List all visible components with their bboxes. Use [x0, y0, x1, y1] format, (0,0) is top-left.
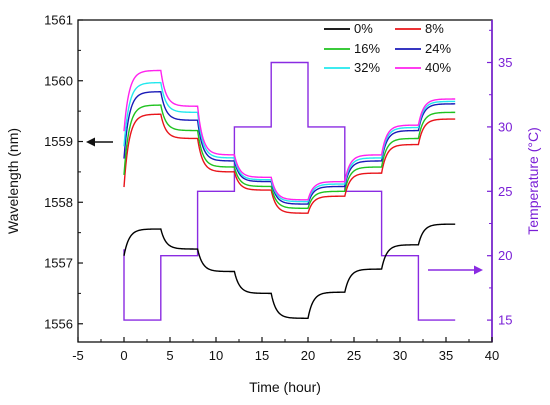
legend-label: 32%: [354, 60, 380, 75]
series-line-16pct: [123, 104, 456, 210]
y2-tick-label: 25: [498, 184, 512, 199]
y2-axis-title: Temperature (°C): [525, 127, 541, 235]
legend-label: 8%: [425, 21, 444, 36]
y-tick-label: 1556: [44, 316, 73, 331]
x-tick-label: 40: [485, 348, 499, 363]
series-line-24pct: [123, 91, 456, 205]
series-line-40pct: [123, 69, 456, 201]
legend-label: 40%: [425, 60, 451, 75]
left-axis: 1556 1557 1558 1559 1560 1561: [44, 13, 83, 331]
x-tick-label: 35: [439, 348, 453, 363]
x-axis-title: Time (hour): [249, 379, 321, 395]
y2-tick-label: 30: [498, 119, 512, 134]
left-axis-arrowhead: [86, 137, 95, 147]
legend: 0% 8% 16% 24% 32% 40%: [324, 21, 451, 75]
y-tick-label: 1560: [44, 73, 73, 88]
bottom-axis: -5 0 5 10 15 20 25 30 35 40: [72, 337, 499, 363]
x-tick-label: 15: [255, 348, 269, 363]
x-tick-label: 10: [209, 348, 223, 363]
series-line-32pct: [123, 81, 456, 203]
right-axis-arrowhead: [474, 265, 483, 275]
axis-arrows: [86, 137, 483, 275]
x-tick-label: 0: [120, 348, 127, 363]
series-layer: [123, 61, 456, 321]
temperature-line: [123, 61, 456, 321]
x-tick-label: 25: [347, 348, 361, 363]
y2-tick-label: 35: [498, 55, 512, 70]
right-axis: 15 20 25 30 35: [487, 20, 512, 342]
legend-label: 0%: [354, 21, 373, 36]
x-tick-label: 5: [166, 348, 173, 363]
x-tick-label: 30: [393, 348, 407, 363]
legend-label: 16%: [354, 41, 380, 56]
legend-label: 24%: [425, 41, 451, 56]
series-line-0pct: [123, 223, 456, 319]
y2-tick-label: 20: [498, 248, 512, 263]
y-axis-title: Wavelength (nm): [5, 128, 21, 234]
x-tick-label: -5: [72, 348, 84, 363]
y-tick-label: 1558: [44, 195, 73, 210]
y2-tick-label: 15: [498, 313, 512, 328]
y-tick-label: 1561: [44, 13, 73, 28]
series-line-8pct: [123, 113, 456, 214]
x-tick-label: 20: [301, 348, 315, 363]
y-tick-label: 1557: [44, 256, 73, 271]
y-tick-label: 1559: [44, 134, 73, 149]
